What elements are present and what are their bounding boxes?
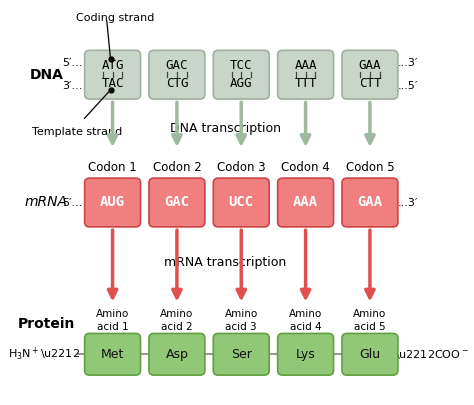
FancyBboxPatch shape	[342, 333, 398, 375]
Text: ...3′: ...3′	[397, 198, 418, 207]
Text: AGG: AGG	[230, 77, 253, 90]
Text: TAC: TAC	[101, 77, 124, 90]
FancyBboxPatch shape	[213, 50, 269, 99]
Text: GAC: GAC	[165, 59, 188, 72]
Text: Ser: Ser	[231, 348, 252, 361]
Text: 3′...: 3′...	[62, 81, 82, 91]
FancyBboxPatch shape	[278, 333, 334, 375]
FancyBboxPatch shape	[149, 50, 205, 99]
Text: AAA: AAA	[293, 196, 318, 209]
Text: Amino
acid 4: Amino acid 4	[289, 309, 322, 332]
Text: ...5′: ...5′	[397, 81, 418, 91]
Text: ...3′: ...3′	[397, 58, 418, 68]
Text: CTT: CTT	[359, 77, 381, 90]
Text: Glu: Glu	[359, 348, 381, 361]
Text: Amino
acid 3: Amino acid 3	[225, 309, 258, 332]
Text: GAA: GAA	[357, 196, 383, 209]
Text: Protein: Protein	[18, 318, 75, 331]
Text: GAA: GAA	[359, 59, 381, 72]
Text: GAC: GAC	[164, 196, 190, 209]
Text: Codon 3: Codon 3	[217, 161, 265, 174]
Text: TCC: TCC	[230, 59, 253, 72]
Text: mRNA transcription: mRNA transcription	[164, 256, 286, 269]
Text: Amino
acid 5: Amino acid 5	[353, 309, 387, 332]
FancyBboxPatch shape	[213, 178, 269, 227]
Text: Amino
acid 1: Amino acid 1	[96, 309, 129, 332]
Text: 5′...: 5′...	[62, 58, 82, 68]
Text: AUG: AUG	[100, 196, 125, 209]
Text: Asp: Asp	[165, 348, 188, 361]
Text: Coding strand: Coding strand	[76, 13, 155, 23]
FancyBboxPatch shape	[85, 178, 140, 227]
Text: DNA: DNA	[29, 68, 63, 82]
Text: Amino
acid 2: Amino acid 2	[160, 309, 193, 332]
Text: Lys: Lys	[296, 348, 316, 361]
FancyBboxPatch shape	[278, 178, 334, 227]
Text: Codon 2: Codon 2	[153, 161, 201, 174]
FancyBboxPatch shape	[85, 333, 140, 375]
Text: mRNA: mRNA	[25, 196, 68, 209]
Text: Template strand: Template strand	[32, 127, 122, 136]
Text: TTT: TTT	[294, 77, 317, 90]
FancyBboxPatch shape	[342, 178, 398, 227]
Text: ATG: ATG	[101, 59, 124, 72]
Text: Codon 1: Codon 1	[88, 161, 137, 174]
Text: Codon 4: Codon 4	[281, 161, 330, 174]
FancyBboxPatch shape	[342, 50, 398, 99]
FancyBboxPatch shape	[213, 333, 269, 375]
FancyBboxPatch shape	[149, 333, 205, 375]
FancyBboxPatch shape	[149, 178, 205, 227]
Text: 5′...: 5′...	[62, 198, 82, 207]
Text: Met: Met	[101, 348, 124, 361]
Text: DNA transcription: DNA transcription	[170, 122, 281, 135]
Text: H$_3$N$^+$\u2212: H$_3$N$^+$\u2212	[8, 346, 80, 363]
FancyBboxPatch shape	[278, 50, 334, 99]
FancyBboxPatch shape	[85, 50, 140, 99]
Text: AAA: AAA	[294, 59, 317, 72]
Text: Codon 5: Codon 5	[346, 161, 394, 174]
Text: CTG: CTG	[165, 77, 188, 90]
Text: UCC: UCC	[228, 196, 254, 209]
Text: \u2212COO$^-$: \u2212COO$^-$	[395, 348, 468, 361]
